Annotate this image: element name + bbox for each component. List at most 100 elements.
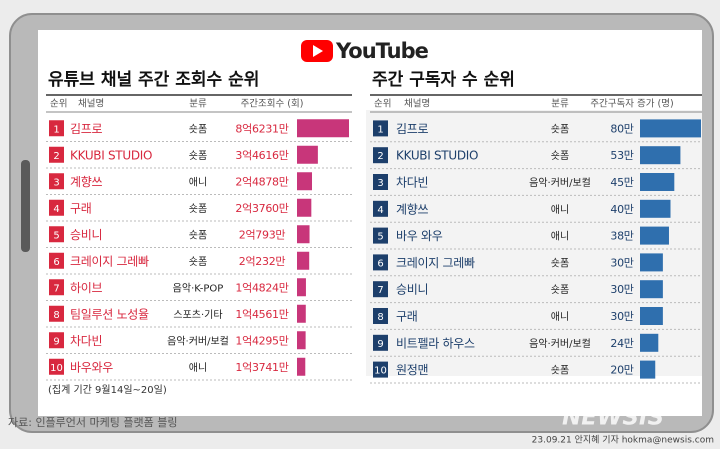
rank: 1 bbox=[377, 124, 383, 135]
genre: 숏폼 bbox=[551, 123, 569, 135]
channel-name: 하이브 bbox=[70, 281, 102, 295]
genre: 숏폼 bbox=[189, 150, 207, 162]
rank: 3 bbox=[377, 178, 383, 189]
channel-name: 승비니 bbox=[396, 283, 428, 297]
value-label: 30만 bbox=[610, 256, 633, 269]
channel-name: 바우와우 bbox=[70, 360, 113, 374]
logo-play bbox=[313, 45, 323, 57]
column-header: 순위 bbox=[374, 98, 391, 110]
rank-box bbox=[373, 174, 388, 190]
value-label: 2억793만 bbox=[239, 228, 286, 241]
channel-name: 비트펠라 하우스 bbox=[396, 336, 475, 350]
rank-box bbox=[373, 308, 388, 324]
bar bbox=[297, 172, 313, 191]
rank: 5 bbox=[377, 232, 383, 243]
channel-name: 바우 와우 bbox=[396, 229, 443, 243]
panel-title: 주간 구독자 수 순위 bbox=[372, 70, 515, 90]
genre: 애니 bbox=[189, 176, 207, 188]
rank-box bbox=[49, 332, 64, 349]
genre: 숏폼 bbox=[189, 229, 207, 241]
channel-name: 김프로 bbox=[70, 122, 102, 136]
genre: 음악·커버/보컬 bbox=[167, 334, 229, 347]
genre: 숏폼 bbox=[551, 365, 569, 377]
bar bbox=[640, 119, 701, 138]
rank: 1 bbox=[53, 124, 59, 135]
rank: 8 bbox=[53, 310, 59, 321]
logo-text: YouTube bbox=[335, 39, 429, 63]
channel-name: 크레이지 그레빠 bbox=[70, 254, 149, 268]
genre: 음악·K-POP bbox=[173, 282, 224, 294]
channel-name: 김프로 bbox=[396, 122, 428, 136]
rank: 7 bbox=[377, 285, 383, 296]
rank: 4 bbox=[377, 205, 383, 216]
genre: 음악·커버/보컬 bbox=[529, 176, 591, 189]
bar bbox=[297, 331, 306, 350]
genre: 스포츠·기타 bbox=[173, 309, 222, 321]
channel-name: KKUBI STUDIO bbox=[396, 149, 478, 163]
channel-name: 구래 bbox=[70, 201, 91, 215]
rank-box bbox=[49, 358, 64, 375]
bar bbox=[297, 304, 306, 323]
source: 자료: 인플루언서 마케팅 플랫폼 블링 bbox=[8, 416, 178, 429]
rank-box bbox=[49, 305, 64, 322]
genre: 숏폼 bbox=[551, 150, 569, 162]
bar bbox=[297, 225, 310, 244]
rank: 3 bbox=[53, 177, 59, 188]
bar bbox=[640, 307, 663, 325]
bar bbox=[297, 357, 306, 376]
value-label: 80만 bbox=[610, 122, 633, 135]
rank: 9 bbox=[53, 336, 59, 347]
channel-name: 팀일루션 노성율 bbox=[70, 307, 149, 321]
value-label: 1억4824만 bbox=[235, 281, 288, 294]
genre: 숏폼 bbox=[551, 284, 569, 296]
value-label: 30만 bbox=[610, 283, 633, 296]
column-header: 주간구독자 증가 (명) bbox=[590, 99, 673, 110]
bar bbox=[297, 145, 318, 164]
rank: 5 bbox=[53, 230, 59, 241]
genre: 숏폼 bbox=[551, 257, 569, 269]
rank: 10 bbox=[50, 363, 63, 374]
value-label: 8억6231만 bbox=[235, 122, 288, 135]
column-header: 주간조회수 (회) bbox=[241, 99, 304, 110]
bar bbox=[297, 251, 310, 270]
genre: 음악·커버/보컬 bbox=[529, 337, 591, 350]
rank-box bbox=[49, 226, 64, 243]
genre: 애니 bbox=[551, 231, 569, 243]
genre: 애니 bbox=[551, 204, 569, 216]
value-label: 40만 bbox=[610, 203, 633, 216]
rank-box bbox=[49, 279, 64, 296]
bar bbox=[297, 198, 312, 217]
bar bbox=[640, 173, 675, 191]
rank: 6 bbox=[377, 258, 383, 269]
rank-box bbox=[373, 361, 388, 378]
bar bbox=[640, 146, 681, 165]
value-label: 3억4616만 bbox=[235, 149, 288, 162]
watermark: NEWSIS bbox=[562, 405, 664, 431]
value-label: 45만 bbox=[610, 176, 633, 189]
value-label: 30만 bbox=[610, 310, 633, 323]
value-label: 24만 bbox=[610, 337, 633, 350]
bar bbox=[297, 119, 349, 138]
rank-box bbox=[49, 173, 64, 190]
genre: 애니 bbox=[551, 311, 569, 323]
bar bbox=[640, 226, 669, 245]
rank-box bbox=[373, 120, 388, 137]
rank-box bbox=[373, 147, 388, 164]
channel-name: 구래 bbox=[396, 310, 417, 324]
period-note: (집계 기간 9월14일~20일) bbox=[48, 384, 167, 396]
column-header: 채널명 bbox=[78, 99, 104, 110]
rank: 6 bbox=[53, 257, 59, 268]
column-header: 채널명 bbox=[404, 99, 430, 110]
channel-name: 계향쓰 bbox=[396, 202, 428, 216]
channel-name: 차다빈 bbox=[70, 334, 102, 348]
column-header: 순위 bbox=[50, 98, 67, 110]
rank-box bbox=[373, 227, 388, 244]
rank: 8 bbox=[377, 312, 383, 323]
rank-box bbox=[49, 252, 64, 269]
rank: 10 bbox=[374, 366, 387, 377]
panel-title: 유튜브 채널 주간 조회수 순위 bbox=[48, 70, 259, 90]
value-label: 20만 bbox=[610, 364, 633, 377]
rank-box bbox=[49, 199, 64, 216]
bar bbox=[640, 333, 659, 352]
rank-box bbox=[373, 334, 388, 351]
